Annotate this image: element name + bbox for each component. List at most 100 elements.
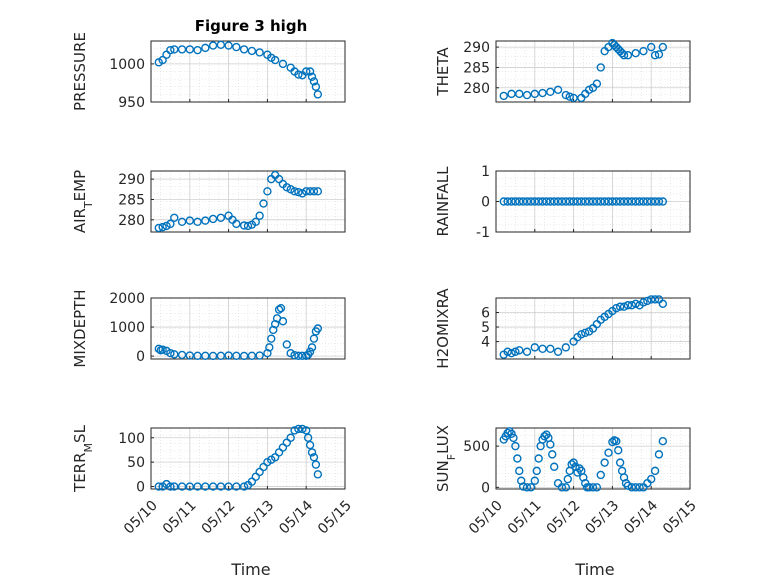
data-point	[170, 213, 179, 222]
data-point	[259, 199, 268, 208]
data-point	[513, 454, 522, 463]
x-axis-label-right: Time	[574, 560, 614, 579]
y-tick-label: 0	[136, 349, 145, 365]
data-point	[561, 483, 571, 492]
data-point	[224, 482, 233, 491]
data-point	[612, 197, 621, 206]
data-point	[565, 197, 574, 206]
data-point	[201, 43, 210, 53]
data-point	[650, 466, 660, 476]
data-point	[526, 483, 536, 492]
data-point	[615, 197, 625, 206]
data-point	[208, 482, 218, 491]
data-point	[550, 197, 559, 206]
data-point	[193, 482, 202, 491]
data-point	[635, 197, 644, 206]
data-point	[623, 197, 633, 206]
data-point	[309, 187, 319, 196]
data-point	[534, 197, 543, 206]
data-point	[507, 348, 516, 358]
data-point	[604, 448, 613, 457]
x-tick-label: 05/11	[160, 498, 200, 538]
data-point	[307, 72, 317, 82]
x-tick-label: 05/14	[276, 498, 316, 538]
y-tick-label: 285	[463, 60, 490, 76]
data-point	[208, 351, 218, 361]
axes-box	[495, 427, 691, 490]
data-point	[166, 45, 175, 55]
data-point	[507, 429, 516, 438]
y-axis-label: AIRTEMP	[71, 170, 95, 233]
data-point	[232, 351, 241, 361]
data-point	[530, 476, 539, 485]
y-tick-label: 2000	[109, 291, 145, 307]
y-axis-label: H2OMIXRA	[434, 288, 452, 369]
data-point	[658, 42, 668, 52]
axes-box	[150, 170, 346, 233]
data-point	[647, 295, 656, 304]
data-point	[639, 298, 648, 307]
data-point	[627, 301, 636, 310]
y-tick-label: 290	[463, 40, 490, 56]
data-point	[239, 482, 249, 491]
data-point	[255, 211, 264, 220]
data-point	[546, 87, 555, 97]
data-point	[290, 187, 299, 196]
data-point	[278, 59, 288, 69]
data-point	[193, 45, 202, 55]
data-point	[647, 197, 656, 206]
data-point	[526, 197, 536, 206]
data-point	[608, 437, 617, 447]
y-tick-label: 1	[481, 164, 490, 180]
data-point	[614, 446, 623, 455]
data-point	[313, 470, 323, 479]
data-point	[608, 197, 617, 206]
data-point	[154, 223, 163, 233]
data-point	[267, 334, 276, 343]
axes-box	[495, 297, 691, 360]
data-point	[627, 197, 636, 206]
data-point	[302, 187, 311, 196]
data-point	[658, 197, 668, 206]
data-point	[518, 197, 528, 206]
data-point	[265, 343, 274, 352]
data-point	[232, 482, 241, 491]
data-point	[522, 347, 532, 356]
data-point	[309, 77, 319, 86]
data-point	[654, 197, 664, 206]
data-point	[515, 89, 524, 99]
y-axis-label: THETA	[434, 47, 452, 97]
data-point	[553, 197, 563, 206]
data-point	[557, 483, 567, 492]
data-point	[216, 351, 226, 361]
y-axis-label: RAINFALL	[434, 166, 452, 237]
data-point	[177, 350, 187, 360]
y-tick-label: 0	[481, 195, 490, 211]
y-axis-label: SUNFLUX	[434, 425, 458, 492]
data-point	[575, 464, 584, 473]
data-point	[569, 93, 578, 103]
data-point	[243, 221, 253, 231]
data-point	[592, 79, 602, 88]
subplot-theta: 280 285 290 THETA	[434, 38, 691, 103]
data-point	[511, 197, 520, 206]
data-point	[515, 466, 524, 476]
data-point	[615, 302, 625, 311]
y-tick-label: 950	[118, 95, 145, 111]
data-point	[654, 450, 664, 459]
x-tick-label: 05/11	[505, 498, 545, 538]
x-tick-label: 05/13	[582, 498, 622, 538]
data-point	[573, 468, 582, 477]
data-point	[569, 197, 578, 206]
data-point	[581, 328, 590, 338]
data-point	[309, 453, 319, 462]
data-point	[201, 351, 210, 361]
data-point	[538, 344, 547, 354]
data-point	[239, 45, 249, 54]
data-point	[503, 347, 512, 356]
data-point	[270, 55, 280, 65]
data-point	[166, 348, 175, 358]
